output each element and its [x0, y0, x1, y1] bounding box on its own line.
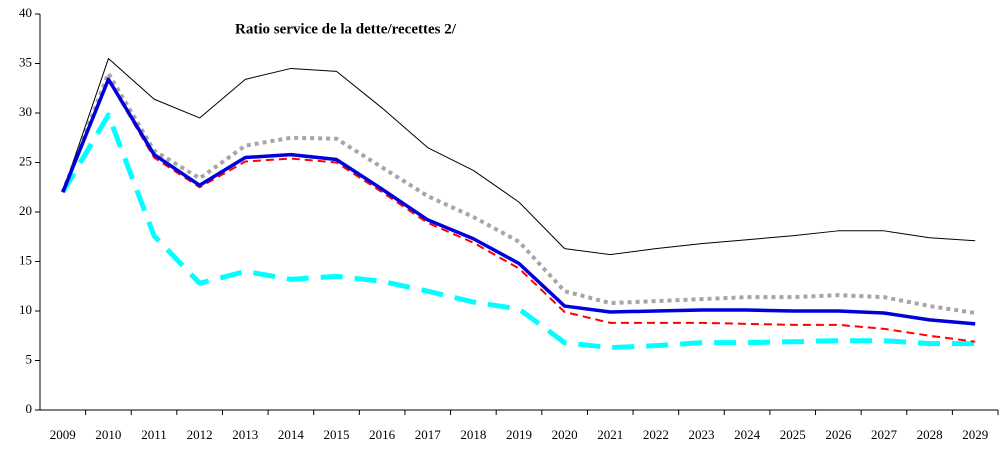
- y-tick-label: 20: [19, 203, 32, 218]
- x-tick-label: 2011: [141, 427, 167, 442]
- y-tick-label: 40: [19, 5, 32, 20]
- y-tick-label: 5: [26, 351, 33, 366]
- x-tick-label: 2016: [369, 427, 396, 442]
- x-tick-label: 2023: [688, 427, 714, 442]
- x-tick-label: 2025: [780, 427, 806, 442]
- x-tick-label: 2012: [187, 427, 213, 442]
- x-tick-label: 2015: [324, 427, 350, 442]
- x-tick-label: 2010: [95, 427, 121, 442]
- y-tick-label: 15: [19, 252, 32, 267]
- y-tick-label: 25: [19, 153, 32, 168]
- x-tick-label: 2026: [825, 427, 852, 442]
- y-tick-label: 0: [26, 401, 33, 416]
- series-line: [61, 77, 976, 326]
- x-tick-label: 2020: [552, 427, 578, 442]
- x-tick-label: 2018: [460, 427, 486, 442]
- x-tick-label: 2022: [643, 427, 669, 442]
- x-tick-label: 2029: [962, 427, 988, 442]
- series-line: [60, 112, 976, 351]
- x-tick-label: 2024: [734, 427, 761, 442]
- series-line: [60, 71, 976, 315]
- series-line: [62, 58, 976, 256]
- x-tick-label: 2028: [917, 427, 943, 442]
- y-tick-label: 30: [19, 104, 32, 119]
- x-tick-label: 2027: [871, 427, 898, 442]
- x-tick-label: 2009: [50, 427, 76, 442]
- x-tick-label: 2017: [415, 427, 442, 442]
- x-tick-label: 2014: [278, 427, 305, 442]
- x-tick-label: 2021: [597, 427, 623, 442]
- series-line: [61, 79, 976, 343]
- y-tick-label: 35: [19, 54, 32, 69]
- chart-title: Ratio service de la dette/recettes 2/: [235, 21, 457, 37]
- y-tick-label: 10: [19, 302, 32, 317]
- x-tick-label: 2019: [506, 427, 532, 442]
- x-tick-label: 2013: [232, 427, 258, 442]
